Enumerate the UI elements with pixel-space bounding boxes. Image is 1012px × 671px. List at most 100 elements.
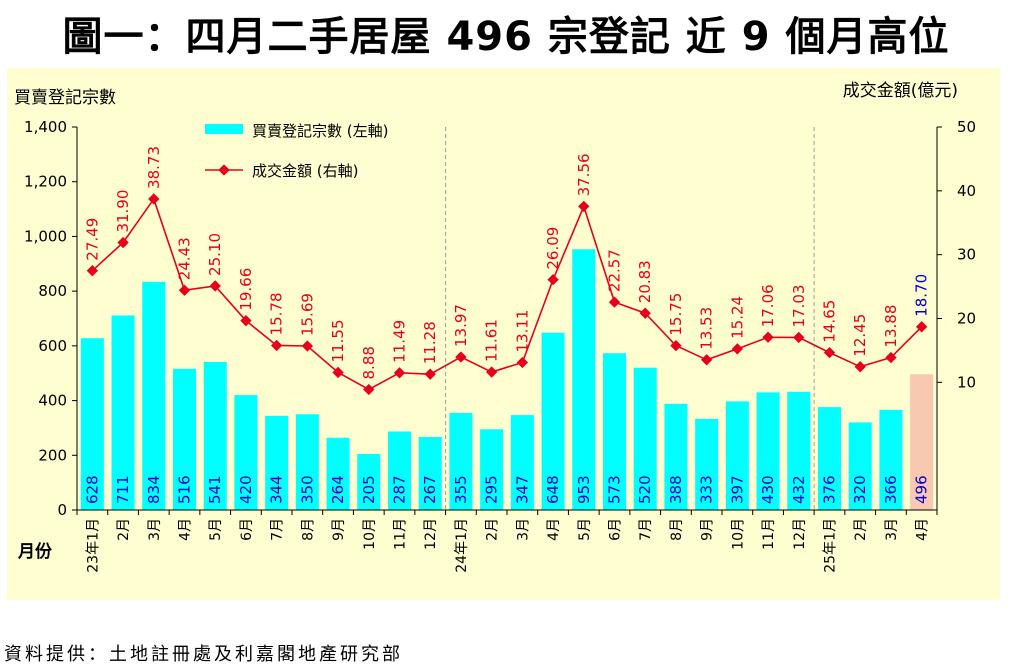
- line-value-label: 25.10: [206, 233, 224, 276]
- bar: [418, 436, 442, 510]
- x-tick-label: 2月: [853, 518, 869, 541]
- bar: [572, 249, 596, 510]
- left-tick-label: 400: [38, 392, 67, 410]
- x-tick-label: 6月: [608, 518, 624, 541]
- legend-bar-label: 買賣登記宗數 (左軸): [252, 122, 388, 140]
- line-point: [608, 296, 621, 308]
- x-tick-label: 4月: [178, 518, 194, 541]
- line-value-label: 27.49: [83, 218, 101, 261]
- x-tick-label: 8月: [300, 518, 316, 541]
- left-axis-title: 買賣登記宗數: [14, 88, 116, 108]
- x-tick-label: 23年1月: [85, 518, 101, 573]
- line-point: [270, 339, 283, 352]
- left-tick-label: 0: [57, 501, 67, 519]
- line-point: [762, 331, 774, 343]
- line-point: [424, 368, 436, 380]
- line-point: [209, 280, 221, 292]
- line-value-label: 11.55: [329, 319, 347, 362]
- x-tick-label: 12月: [792, 518, 808, 550]
- x-axis-title: 月份: [17, 541, 53, 562]
- x-tick-label: 9月: [331, 518, 347, 541]
- bar: [818, 407, 841, 510]
- bar: [725, 401, 749, 510]
- bar: [603, 353, 626, 510]
- headline: 圖一：四月二手居屋 496 宗登記 近 9 個月高位: [62, 14, 950, 60]
- line-value-label: 12.45: [851, 314, 869, 357]
- amount-line: [91, 197, 923, 391]
- bar-value-label: 355: [452, 475, 470, 504]
- x-tick-label: 4月: [915, 518, 931, 541]
- line-point: [240, 315, 252, 327]
- line-value-label: 31.90: [114, 190, 132, 233]
- bar: [111, 315, 135, 510]
- bar-value-label: 344: [268, 475, 286, 504]
- line-value-label: 15.24: [728, 296, 746, 339]
- bar-value-label: 516: [176, 475, 194, 504]
- bar-value-label: 350: [298, 475, 316, 504]
- bar: [541, 332, 565, 510]
- bar: [80, 338, 104, 510]
- left-tick-label: 800: [38, 282, 67, 300]
- line-point: [578, 200, 590, 213]
- bar-value-label: 520: [636, 475, 654, 504]
- bar: [480, 429, 504, 510]
- line-point: [516, 356, 529, 369]
- bar-value-label: 420: [237, 475, 255, 504]
- bar-value-label: 711: [114, 475, 132, 504]
- line-value-label: 15.75: [667, 293, 685, 336]
- line-point: [547, 273, 559, 286]
- line-value-label: 24.43: [176, 237, 194, 280]
- right-tick-label: 20: [957, 310, 976, 328]
- line-value-label: 15.78: [268, 292, 286, 335]
- x-tick-label: 10月: [362, 518, 378, 550]
- line-value-label: 15.69: [298, 293, 316, 336]
- bar-value-label: 953: [575, 475, 593, 504]
- bar-value-label: 267: [421, 475, 439, 504]
- bar-value-label: 432: [790, 475, 808, 504]
- line-value-label: 11.61: [483, 319, 501, 362]
- right-tick-label: 50: [957, 118, 976, 136]
- x-tick-label: 9月: [700, 518, 716, 541]
- bar: [449, 412, 473, 510]
- right-tick-label: 30: [957, 246, 976, 264]
- bar-value-label: 397: [728, 475, 746, 504]
- bar-value-label: 648: [544, 475, 562, 504]
- bar: [388, 431, 411, 510]
- line-point: [885, 351, 897, 364]
- x-tick-label: 12月: [423, 518, 439, 550]
- line-point: [700, 354, 713, 366]
- bar: [787, 391, 811, 510]
- line-value-label: 13.11: [513, 310, 531, 353]
- bar: [265, 415, 289, 510]
- right-axis-title: 成交金額(億元): [843, 81, 958, 101]
- line-point: [148, 193, 160, 205]
- x-tick-label: 6月: [239, 518, 255, 541]
- bar-value-label: 295: [483, 475, 501, 504]
- bar: [848, 422, 872, 510]
- line-point: [455, 351, 467, 363]
- line-value-label: 8.88: [360, 346, 378, 379]
- legend-line-marker: [218, 164, 230, 176]
- bar-value-label: 366: [882, 475, 900, 504]
- line-point: [793, 331, 805, 344]
- bar-value-label: 287: [391, 475, 409, 504]
- line-point: [178, 284, 191, 296]
- line-value-label: 38.73: [145, 146, 163, 189]
- bar: [510, 415, 534, 510]
- x-tick-label: 2月: [485, 518, 501, 541]
- line-point: [823, 346, 836, 359]
- x-tick-label: 7月: [638, 518, 654, 541]
- bar-value-label: 264: [329, 475, 347, 504]
- bar: [879, 409, 903, 510]
- line-point: [731, 343, 744, 355]
- line-point: [854, 361, 866, 373]
- bar-value-label: 541: [206, 475, 224, 504]
- left-tick-label: 600: [38, 337, 67, 355]
- x-tick-label: 8月: [669, 518, 685, 541]
- line-point: [301, 340, 314, 352]
- line-value-label: 37.56: [575, 153, 593, 196]
- bar: [234, 395, 258, 510]
- line-value-label: 17.03: [790, 285, 808, 328]
- bar: [633, 367, 657, 510]
